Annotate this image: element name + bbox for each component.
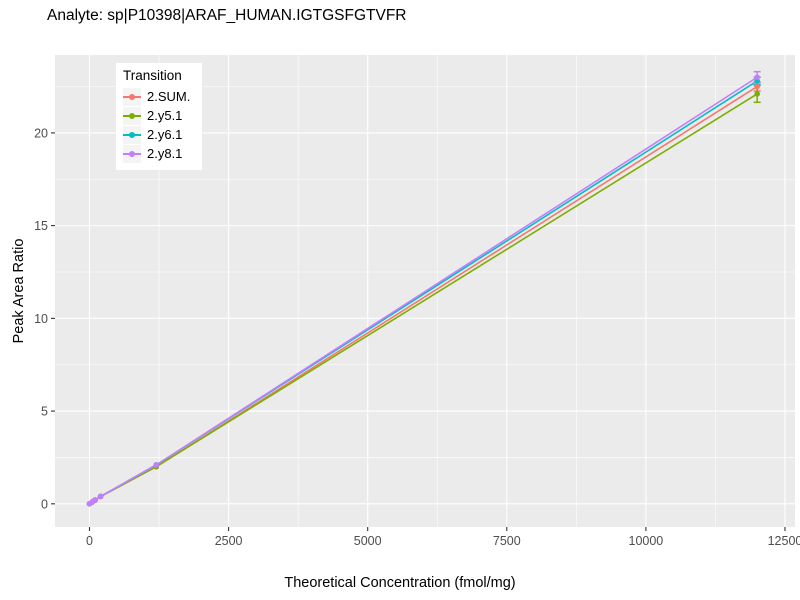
legend-dot-swatch <box>129 131 135 138</box>
legend-item: 2.y8.1 <box>123 144 190 163</box>
x-tick-label: 5000 <box>354 534 382 548</box>
data-point <box>754 83 760 90</box>
x-axis-title: Theoretical Concentration (fmol/mg) <box>284 575 516 591</box>
legend-dot-swatch <box>129 150 135 157</box>
data-point <box>97 493 104 500</box>
legend-item-label: 2.y6.1 <box>147 127 183 142</box>
y-tick-label: 20 <box>34 126 48 140</box>
legend-item: 2.y5.1 <box>123 106 190 125</box>
x-tick-label: 12500 <box>768 534 800 548</box>
legend-dot-swatch <box>129 93 135 100</box>
x-tick-label: 2500 <box>215 534 243 548</box>
chart-title: Analyte: sp|P10398|ARAF_HUMAN.IGTGSFGTVF… <box>47 7 407 24</box>
x-tick-label: 10000 <box>629 534 664 548</box>
legend-title: Transition <box>123 68 182 83</box>
data-point <box>153 462 160 468</box>
y-tick-label: 10 <box>34 312 48 326</box>
data-point <box>92 497 98 503</box>
data-point <box>754 74 760 81</box>
legend-key <box>123 125 141 144</box>
data-point <box>754 91 760 97</box>
legend-item-label: 2.y8.1 <box>147 146 183 161</box>
legend-item-label: 2.SUM. <box>147 89 191 104</box>
y-tick-label: 5 <box>41 405 48 419</box>
legend-key <box>123 144 141 163</box>
y-tick-label: 0 <box>41 497 48 511</box>
legend-key <box>123 106 141 125</box>
legend-item: 2.SUM. <box>123 87 190 106</box>
y-axis-title: Peak Area Ratio <box>11 238 27 344</box>
x-tick-label: 7500 <box>493 534 521 548</box>
legend-dot-swatch <box>129 112 135 119</box>
legend: Transition 2.SUM. 2.y5.1 2.y6.1 <box>116 63 203 170</box>
legend-item-label: 2.y5.1 <box>147 108 183 123</box>
y-tick-label: 15 <box>34 219 48 233</box>
legend-item: 2.y6.1 <box>123 125 190 144</box>
x-tick-label: 0 <box>86 534 93 548</box>
legend-key <box>123 87 141 106</box>
